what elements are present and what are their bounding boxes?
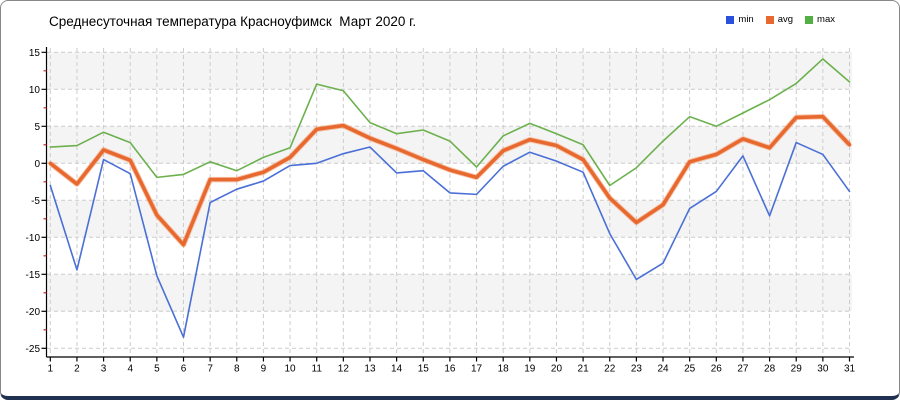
svg-text:-10: -10 (26, 233, 41, 244)
svg-text:15: 15 (29, 48, 41, 59)
svg-text:31: 31 (844, 364, 856, 375)
legend-swatch-icon (765, 15, 774, 24)
svg-text:22: 22 (604, 364, 616, 375)
legend-swatch-icon (726, 15, 735, 24)
chart-title: Среднесуточная температура Красноуфимск … (49, 14, 417, 29)
svg-text:27: 27 (737, 364, 749, 375)
svg-text:30: 30 (817, 364, 829, 375)
svg-text:17: 17 (471, 364, 483, 375)
svg-text:21: 21 (578, 364, 590, 375)
svg-text:6: 6 (181, 364, 187, 375)
svg-text:29: 29 (791, 364, 803, 375)
legend-label: max (817, 14, 835, 25)
legend-swatch-icon (805, 15, 814, 24)
svg-text:25: 25 (684, 364, 696, 375)
legend-item-min: min (726, 14, 754, 25)
svg-text:-5: -5 (31, 196, 40, 207)
svg-text:15: 15 (418, 364, 430, 375)
svg-text:3: 3 (101, 364, 107, 375)
legend-label: avg (777, 14, 794, 25)
svg-text:7: 7 (207, 364, 213, 375)
legend-label: min (738, 14, 754, 25)
svg-text:0: 0 (34, 159, 40, 170)
svg-text:28: 28 (764, 364, 776, 375)
svg-text:1: 1 (48, 364, 54, 375)
svg-text:5: 5 (34, 122, 40, 133)
svg-text:10: 10 (284, 364, 296, 375)
svg-text:13: 13 (364, 364, 376, 375)
svg-text:20: 20 (551, 364, 563, 375)
svg-text:14: 14 (391, 364, 403, 375)
svg-text:16: 16 (444, 364, 456, 375)
svg-text:-20: -20 (26, 307, 41, 318)
legend-item-avg: avg (765, 14, 794, 25)
svg-text:11: 11 (312, 364, 323, 375)
svg-text:26: 26 (711, 364, 723, 375)
chart-legend: min avg max (726, 14, 835, 25)
svg-text:12: 12 (338, 364, 350, 375)
svg-text:24: 24 (657, 364, 669, 375)
svg-text:10: 10 (29, 85, 41, 96)
legend-item-max: max (805, 14, 835, 25)
svg-text:19: 19 (524, 364, 536, 375)
svg-text:5: 5 (154, 364, 160, 375)
svg-text:-25: -25 (26, 344, 41, 355)
svg-text:-15: -15 (26, 270, 41, 281)
svg-text:8: 8 (234, 364, 240, 375)
svg-text:4: 4 (127, 364, 133, 375)
svg-text:2: 2 (74, 364, 80, 375)
svg-text:23: 23 (631, 364, 643, 375)
svg-text:18: 18 (498, 364, 510, 375)
svg-text:9: 9 (261, 364, 267, 375)
